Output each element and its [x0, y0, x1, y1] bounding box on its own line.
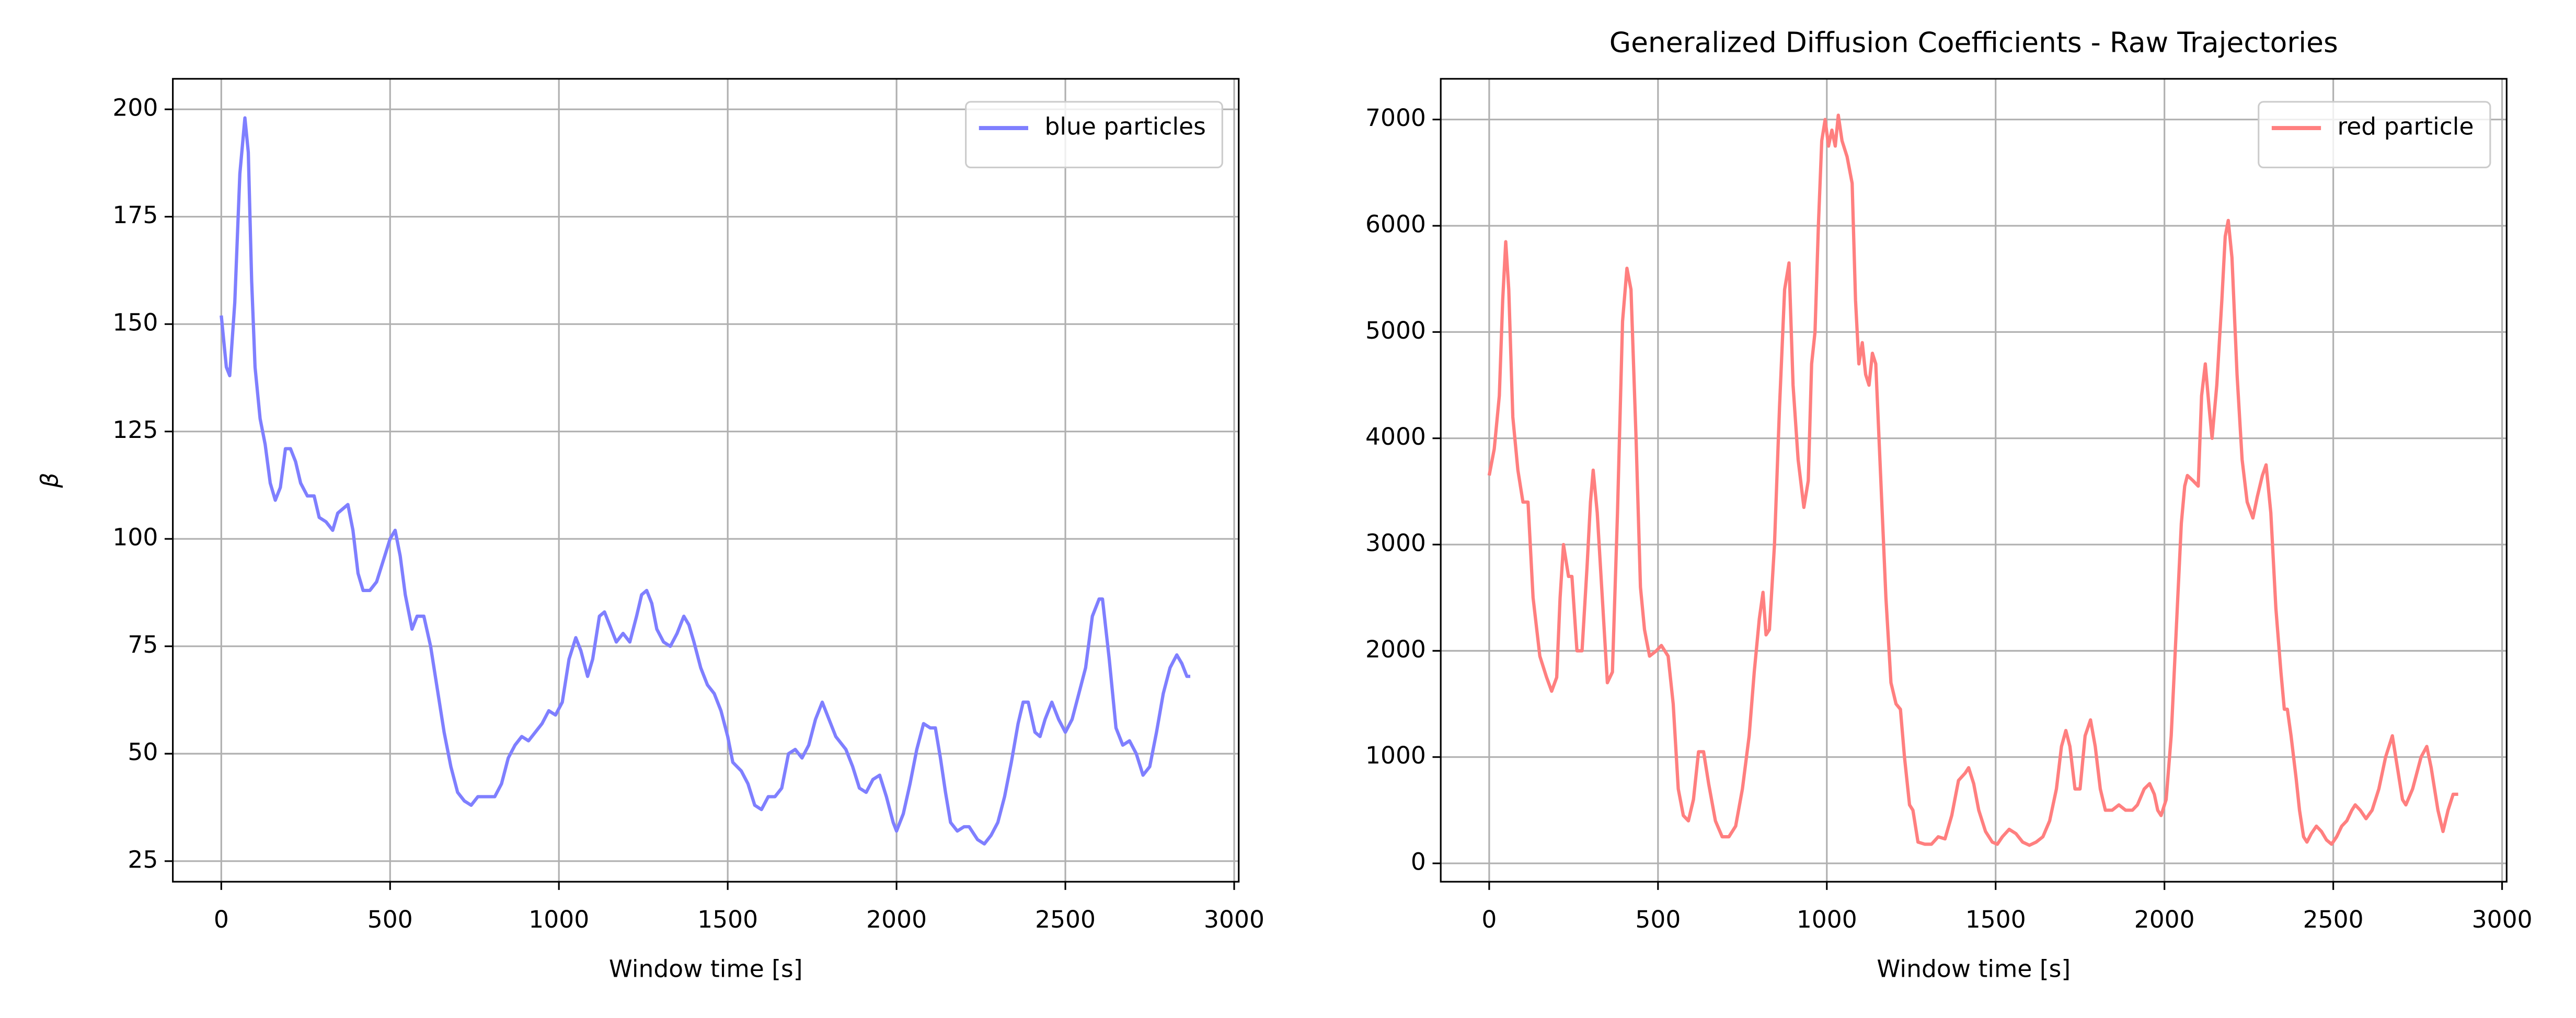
- x-tick-label: 1500: [697, 906, 758, 933]
- y-tick-label: 2000: [1365, 635, 1426, 663]
- x-tick-label: 0: [214, 906, 229, 933]
- y-tick-label: 100: [112, 524, 158, 551]
- x-axis-label: Window time [s]: [609, 955, 803, 982]
- y-tick-label: 75: [128, 631, 158, 658]
- legend-frame: [2258, 101, 2491, 169]
- legend-frame: [965, 101, 1223, 169]
- x-tick-label: 2000: [866, 906, 927, 933]
- legend: blue particles: [965, 101, 1223, 169]
- y-axis-label: β: [36, 472, 64, 488]
- x-tick-label: 1000: [528, 906, 589, 933]
- y-tick-label: 175: [112, 201, 158, 229]
- y-tick-label: 7000: [1365, 104, 1426, 132]
- y-tick-label: 150: [112, 309, 158, 337]
- axes: 0 500 1000 1500 2000 2500 3000 0 1000 2000 3000 400…: [1365, 26, 2533, 982]
- x-tick-label: 1000: [1797, 906, 1857, 933]
- legend: red particle: [2258, 101, 2491, 169]
- x-axis-label: Window time [s]: [1877, 955, 2071, 982]
- x-tick-label: 0: [1481, 906, 1497, 933]
- axes: 0 500 1000 1500 2000 2500 3000 25 50 75 100 125 150 1…: [36, 78, 1264, 982]
- x-tick-label: 2500: [2303, 906, 2364, 933]
- x-tick-label: 1500: [1965, 906, 2026, 933]
- x-tick-label: 3000: [1204, 906, 1264, 933]
- y-tick-label: 6000: [1365, 211, 1426, 238]
- y-tick-label: 5000: [1365, 317, 1426, 344]
- y-tick-label: 4000: [1365, 423, 1426, 450]
- x-tick-label: 500: [1635, 906, 1681, 933]
- y-tick-label: 50: [128, 738, 158, 766]
- data-line: [220, 116, 1191, 846]
- x-tick-label: 2500: [1035, 906, 1096, 933]
- plot-area: [1487, 113, 2458, 847]
- legend-label: blue particles: [1044, 113, 1205, 141]
- y-tick-label: 25: [128, 846, 158, 873]
- x-tick-label: 2000: [2134, 906, 2195, 933]
- plot-area: [220, 116, 1191, 846]
- y-tick-label: 1000: [1365, 742, 1426, 769]
- y-tick-label: 200: [112, 94, 158, 122]
- x-tick-label: 3000: [2472, 906, 2533, 933]
- axes-frame: [172, 78, 1240, 883]
- y-tick-label: 3000: [1365, 529, 1426, 557]
- x-tick-label: 500: [367, 906, 413, 933]
- data-line: [1487, 113, 2458, 847]
- chart-title: Generalized Diffusion Coefficients - Raw…: [1609, 26, 2338, 59]
- y-tick-label: 125: [112, 416, 158, 444]
- axes-frame: [1440, 78, 2508, 883]
- legend-label: red particle: [2338, 113, 2474, 141]
- y-tick-label: 0: [1411, 848, 1426, 876]
